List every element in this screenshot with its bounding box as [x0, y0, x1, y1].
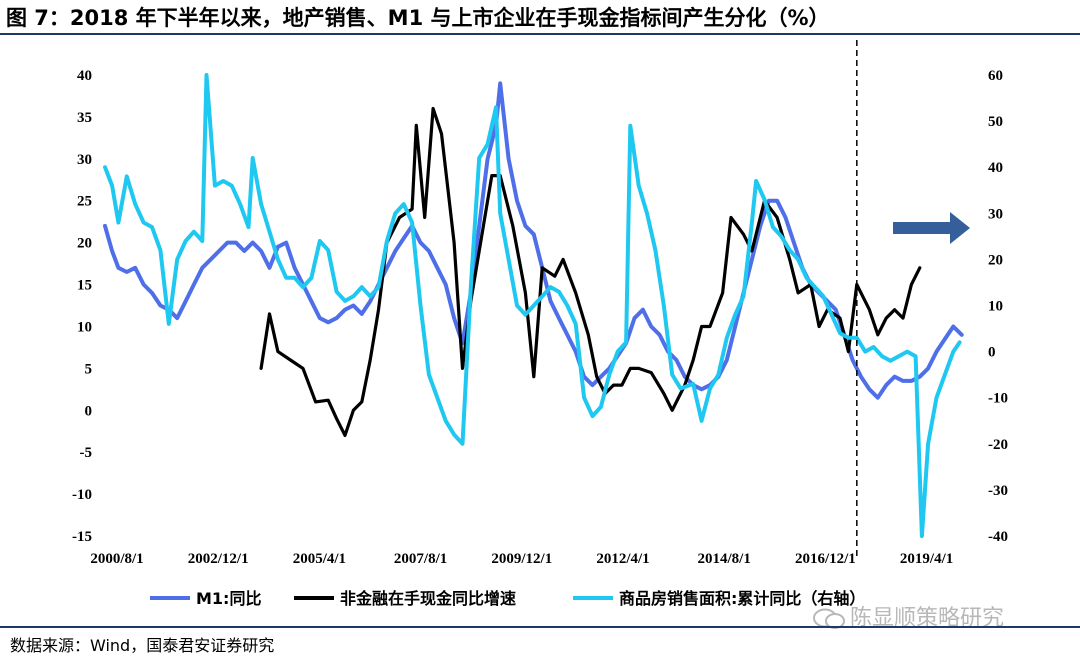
chart-canvas: -15 -10 -5 0 5 10 15 20 25 30 35 40 -40 -30 -20 -10 0 10… [72, 40, 1008, 608]
x-tick-label: 2012/4/1 [596, 551, 649, 567]
legend-label-m1: M1:同比 [196, 589, 261, 608]
y-axis-right: -40 -30 -20 -10 0 10 20 30 40 50 60 [988, 68, 1008, 545]
y-right-tick-label: 0 [988, 345, 996, 361]
y-left-tick-label: -15 [72, 529, 92, 545]
x-tick-label: 2002/12/1 [188, 551, 249, 567]
y-right-tick-label: 40 [988, 160, 1003, 176]
chart-title: 图 7：2018 年下半年以来，地产销售、M1 与上市企业在手现金指标间产生分化… [6, 6, 830, 30]
y-right-tick-label: -30 [988, 483, 1008, 499]
x-tick-label: 2019/4/1 [900, 551, 953, 567]
y-left-tick-label: -10 [72, 487, 92, 503]
x-tick-label: 2014/8/1 [698, 551, 751, 567]
y-left-tick-label: 15 [77, 278, 92, 294]
y-left-tick-label: 0 [85, 403, 93, 419]
y-left-tick-label: 35 [77, 110, 92, 126]
y-left-tick-label: 5 [85, 361, 93, 377]
y-right-tick-label: -10 [988, 391, 1008, 407]
series-layer [103, 73, 964, 538]
y-right-tick-label: -20 [988, 437, 1008, 453]
y-right-tick-label: 20 [988, 252, 1003, 268]
legend: M1:同比 非金融在手现金同比增速 商品房销售面积:累计同比（右轴） [150, 589, 865, 608]
wechat-icon [813, 608, 845, 629]
x-tick-label: 2007/8/1 [394, 551, 447, 567]
y-right-tick-label: 50 [988, 114, 1003, 130]
y-right-tick-label: 60 [988, 68, 1003, 84]
right-axis-arrow [893, 212, 970, 244]
x-tick-label: 2000/8/1 [90, 551, 143, 567]
annotation-layer [856, 40, 970, 560]
legend-label-cash: 非金融在手现金同比增速 [340, 589, 516, 608]
y-right-tick-label: 30 [988, 206, 1003, 222]
x-axis: 2000/8/1 2002/12/1 2005/4/1 2007/8/1 2009/12… [90, 551, 953, 567]
legend-label-sales: 商品房销售面积:累计同比（右轴） [619, 589, 865, 608]
y-right-tick-label: -40 [988, 529, 1008, 545]
y-right-tick-label: 10 [988, 299, 1003, 315]
series-line-sales [103, 73, 962, 538]
source-rule [0, 626, 1080, 628]
y-left-tick-label: 30 [77, 152, 92, 168]
x-tick-label: 2016/12/1 [795, 551, 856, 567]
y-left-tick-label: 10 [77, 319, 92, 335]
y-left-tick-label: 20 [77, 236, 92, 252]
x-tick-label: 2009/12/1 [491, 551, 552, 567]
series-line-cash [259, 106, 922, 437]
y-left-tick-label: 40 [77, 68, 92, 84]
x-tick-label: 2005/4/1 [293, 551, 346, 567]
series-line-m1 [103, 81, 964, 400]
y-left-tick-label: -5 [80, 445, 93, 461]
source-note: 数据来源：Wind，国泰君安证券研究 [10, 636, 275, 655]
y-left-tick-label: 25 [77, 194, 92, 210]
y-axis-left: -15 -10 -5 0 5 10 15 20 25 30 35 40 [72, 68, 92, 545]
title-rule [0, 33, 1080, 35]
